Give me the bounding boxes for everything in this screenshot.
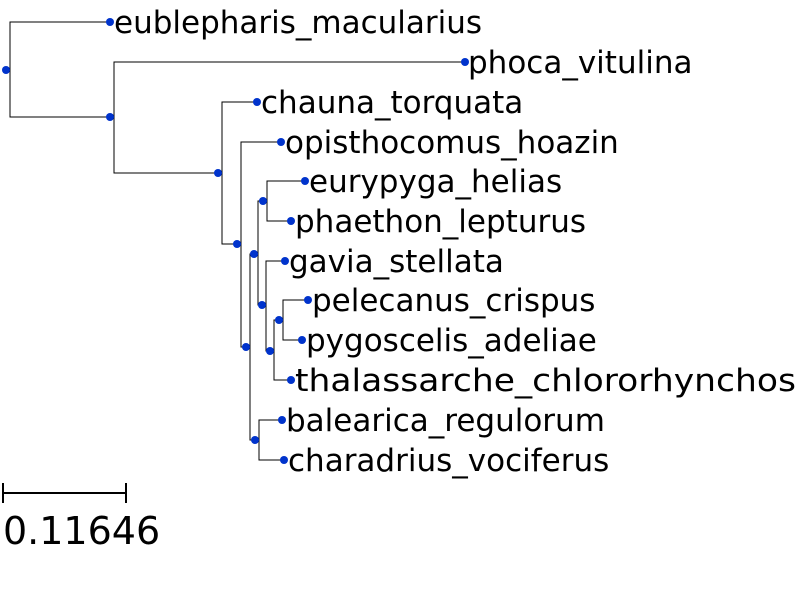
branch-to-clade-i <box>270 319 279 352</box>
internal-node <box>2 66 10 74</box>
branch-to-charadrius <box>258 440 284 461</box>
leaf-node-eurypyga <box>301 177 309 185</box>
branch-root-to-eublepharis <box>6 21 110 71</box>
branch-to-phaethon <box>266 201 291 222</box>
leaf-label-gavia: gavia_stellata <box>289 244 504 280</box>
leaf-node-gavia <box>281 257 289 265</box>
branch-to-chauna <box>218 101 257 174</box>
branch-to-clade-b <box>113 117 218 174</box>
leaf-node-phoca <box>461 58 469 66</box>
branch-to-pygoscelis <box>282 320 302 341</box>
leaf-node-opisthocomus <box>277 138 285 146</box>
leaf-label-balearica: balearica_regulorum <box>286 403 605 439</box>
leaf-node-pelecanus <box>304 296 312 304</box>
internal-node <box>106 113 114 121</box>
branch-to-thalassarche <box>273 351 291 381</box>
leaf-node-chauna <box>253 98 261 106</box>
leaf-label-charadrius: charadrius_vociferus <box>288 443 609 479</box>
branch-to-clade-g <box>257 254 262 306</box>
internal-node <box>242 343 250 351</box>
scale-bar-label: 0.11646 <box>3 509 160 553</box>
branch-to-clade-f <box>254 200 263 255</box>
leaf-label-pelecanus: pelecanus_crispus <box>312 283 595 319</box>
leaf-nodes <box>106 18 469 464</box>
leaf-node-phaethon <box>287 217 295 225</box>
branch-root-to-clade-a <box>9 70 110 118</box>
leaf-label-phaethon: phaethon_lepturus <box>295 204 586 240</box>
internal-node <box>275 316 283 324</box>
internal-nodes <box>2 66 283 444</box>
internal-node <box>250 250 258 258</box>
branch-to-balearica <box>255 419 282 441</box>
leaf-label-eurypyga: eurypyga_helias <box>309 164 562 200</box>
branch-to-clade-e <box>246 253 254 348</box>
leaf-node-balearica <box>278 416 286 424</box>
leaf-label-opisthocomus: opisthocomus_hoazin <box>285 125 619 161</box>
leaf-label-thalassarche: thalassarche_chlororhynchos <box>295 363 796 399</box>
branch-to-opisthocomus <box>237 141 281 245</box>
leaf-node-pygoscelis <box>298 336 306 344</box>
branch-to-clade-h <box>265 305 270 352</box>
branch-to-clade-k <box>249 347 255 441</box>
branch-to-clade-c <box>221 173 237 245</box>
leaf-label-pygoscelis: pygoscelis_adeliae <box>306 323 597 359</box>
branch-to-clade-d <box>240 244 246 348</box>
branch-to-eurypyga <box>263 180 305 202</box>
leaf-node-charadrius <box>280 456 288 464</box>
internal-node <box>266 347 274 355</box>
scale-bar: 0.11646 <box>2 483 160 553</box>
leaf-label-phoca: phoca_vitulina <box>468 45 692 81</box>
internal-node <box>258 301 266 309</box>
internal-node <box>214 169 222 177</box>
internal-node <box>233 240 241 248</box>
leaf-label-eublepharis: eublepharis_macularius <box>114 5 482 41</box>
internal-node <box>259 197 267 205</box>
leaf-label-chauna: chauna_torquata <box>261 85 523 121</box>
leaf-node-eublepharis <box>106 18 114 26</box>
branch-to-pelecanus <box>279 299 308 321</box>
branch-to-gavia <box>262 260 285 306</box>
internal-node <box>251 436 259 444</box>
leaf-node-thalassarche <box>287 376 295 384</box>
leaf-labels: eublepharis_macularius phoca_vitulina ch… <box>114 5 796 479</box>
